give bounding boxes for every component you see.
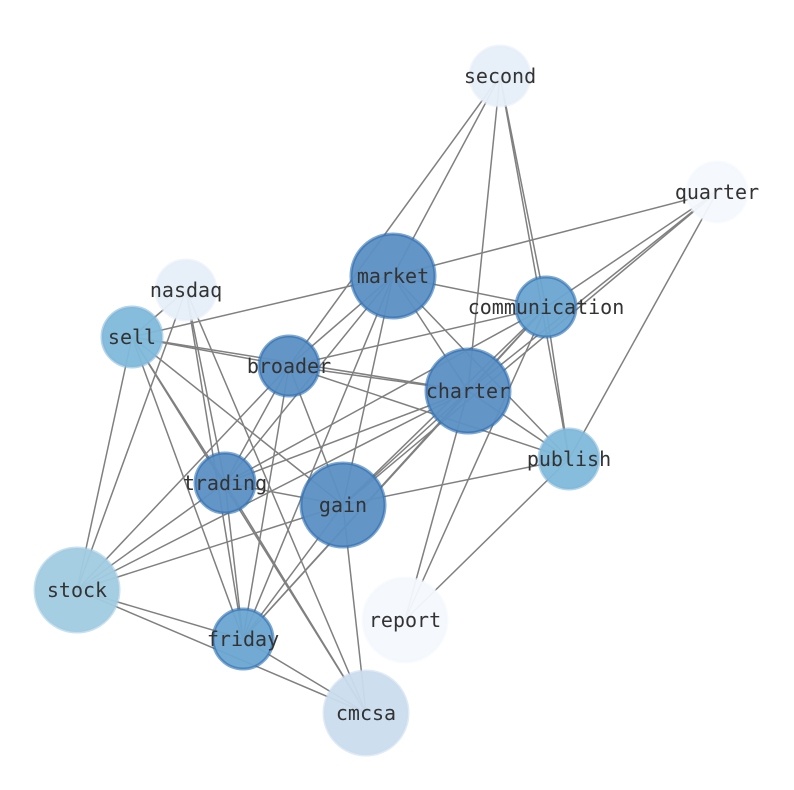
node-charter[interactable]: charter [424,347,512,435]
node-label: charter [426,379,510,403]
node-label: report [369,608,441,632]
edge-nasdaq-trading [185,289,226,484]
edge-quarter-gain [342,191,718,506]
node-label: stock [47,578,107,602]
node-friday[interactable]: friday [207,607,279,671]
node-broader[interactable]: broader [247,334,331,398]
node-label: broader [247,354,331,378]
node-circle[interactable] [257,334,321,398]
node-stock[interactable]: stock [33,546,121,634]
node-circle[interactable] [193,451,257,515]
node-publish[interactable]: publish [527,427,611,491]
node-gain[interactable]: gain [299,461,387,549]
edge-quarter-charter [467,191,718,392]
node-circle[interactable] [361,576,449,664]
edge-nasdaq-stock [76,289,187,591]
node-label: publish [527,447,611,471]
node-circle[interactable] [514,275,578,339]
node-report[interactable]: report [361,576,449,664]
edge-quarter-communication [545,191,718,308]
node-second[interactable]: second [464,44,536,108]
edge-quarter-market [392,191,718,277]
node-label: quarter [675,180,759,204]
node-circle[interactable] [424,347,512,435]
edge-trading-cmcsa [224,482,367,714]
edge-second-charter [467,75,501,392]
edge-communication-report [404,306,547,621]
node-label: sell [108,325,156,349]
node-nasdaq[interactable]: nasdaq [150,258,222,322]
nodes-layer: second quarter market communication nasdaq se… [33,44,759,757]
node-sell[interactable]: sell [100,305,164,369]
node-label: trading [183,471,267,495]
node-circle[interactable] [211,607,275,671]
node-circle[interactable] [154,258,218,322]
node-circle[interactable] [100,305,164,369]
node-circle[interactable] [322,669,410,757]
edge-broader-friday [242,365,290,640]
edge-second-broader [288,75,501,367]
node-cmcsa[interactable]: cmcsa [322,669,410,757]
node-circle[interactable] [349,232,437,320]
edge-market-friday [242,275,394,640]
edge-charter-stock [76,390,469,591]
node-label: second [464,64,536,88]
edge-gain-stock [76,504,344,591]
node-quarter[interactable]: quarter [675,160,759,224]
node-label: market [357,264,429,288]
edge-broader-stock [76,365,290,591]
node-circle[interactable] [468,44,532,108]
edge-second-publish [499,75,570,460]
node-label: cmcsa [336,701,396,725]
edge-communication-broader [288,306,547,367]
edge-market-sell [131,275,394,338]
node-circle[interactable] [33,546,121,634]
node-label: nasdaq [150,278,222,302]
node-communication[interactable]: communication [468,275,625,339]
node-label: communication [468,295,625,319]
node-circle[interactable] [537,427,601,491]
node-label: gain [319,493,367,517]
node-trading[interactable]: trading [183,451,267,515]
node-circle[interactable] [685,160,749,224]
edge-nasdaq-cmcsa [185,289,367,714]
node-circle[interactable] [299,461,387,549]
edge-quarter-publish [568,191,718,460]
node-market[interactable]: market [349,232,437,320]
node-label: friday [207,627,279,651]
edge-broader-publish [288,365,570,460]
